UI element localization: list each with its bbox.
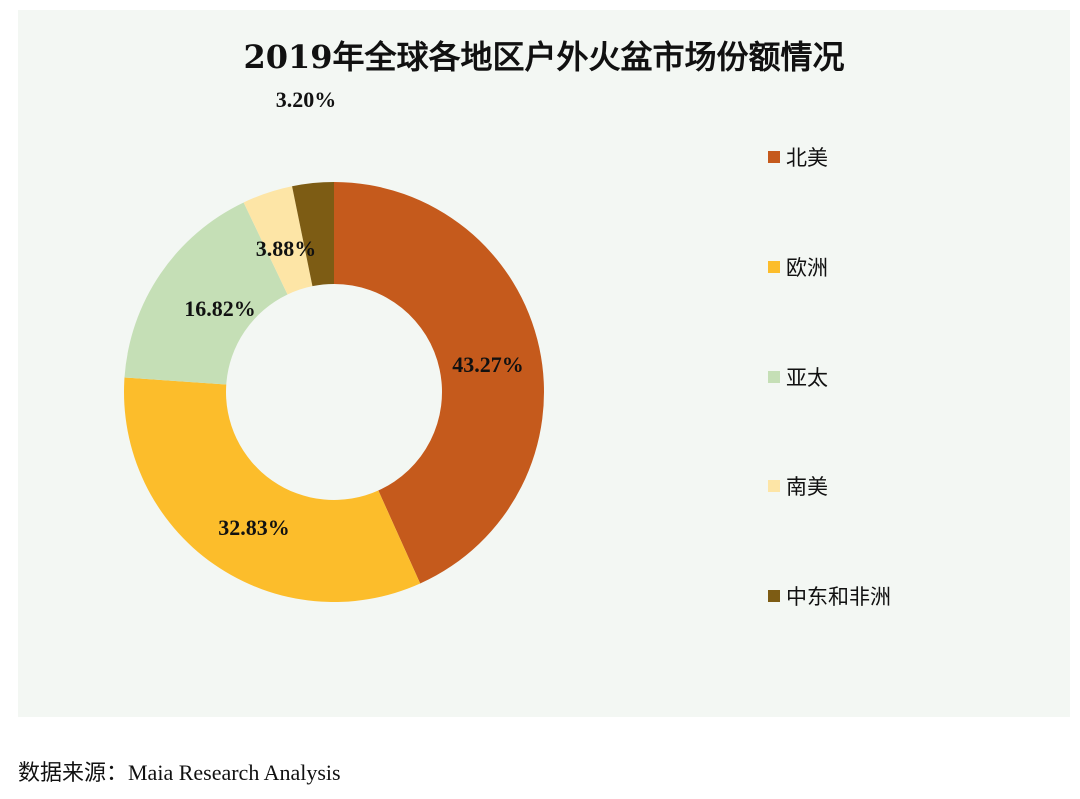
legend-swatch — [768, 480, 780, 492]
legend-item-asia-pacific: 亚太 — [768, 362, 828, 392]
donut-chart: 43.27% 32.83% 16.82% 3.88% 3.20% — [124, 87, 544, 602]
legend-item-europe: 欧洲 — [768, 252, 828, 282]
data-label-europe: 32.83% — [218, 515, 290, 540]
data-label-south-america: 3.88% — [256, 236, 317, 261]
legend-swatch — [768, 590, 780, 602]
legend-label: 中东和非洲 — [786, 585, 891, 609]
legend-item-middle-east-africa: 中东和非洲 — [768, 581, 891, 611]
slice-north-america — [334, 182, 544, 584]
chart-title: 2019年全球各地区户外火盆市场份额情况 — [243, 38, 845, 76]
slice-asia-pacific — [124, 202, 288, 385]
legend-item-south-america: 南美 — [768, 471, 828, 501]
data-label-asia-pacific: 16.82% — [184, 296, 256, 321]
slice-europe — [124, 377, 421, 602]
legend-label: 亚太 — [786, 366, 828, 390]
data-source-note: 数据来源：Maia Research Analysis — [18, 760, 341, 785]
legend-swatch — [768, 151, 780, 163]
legend-swatch — [768, 371, 780, 383]
data-label-middle-east-africa: 3.20% — [276, 87, 337, 112]
legend-item-north-america: 北美 — [768, 142, 828, 172]
legend-label: 北美 — [786, 146, 828, 170]
chart-panel: 2019年全球各地区户外火盆市场份额情况 43.27% 32.83% 16.82% 3… — [18, 10, 1070, 717]
legend-label: 欧洲 — [786, 256, 828, 280]
slice-south-america — [243, 186, 313, 295]
legend-label: 南美 — [786, 475, 828, 499]
legend-swatch — [768, 261, 780, 273]
slice-middle-east-africa — [292, 182, 334, 287]
data-label-north-america: 43.27% — [452, 352, 524, 377]
